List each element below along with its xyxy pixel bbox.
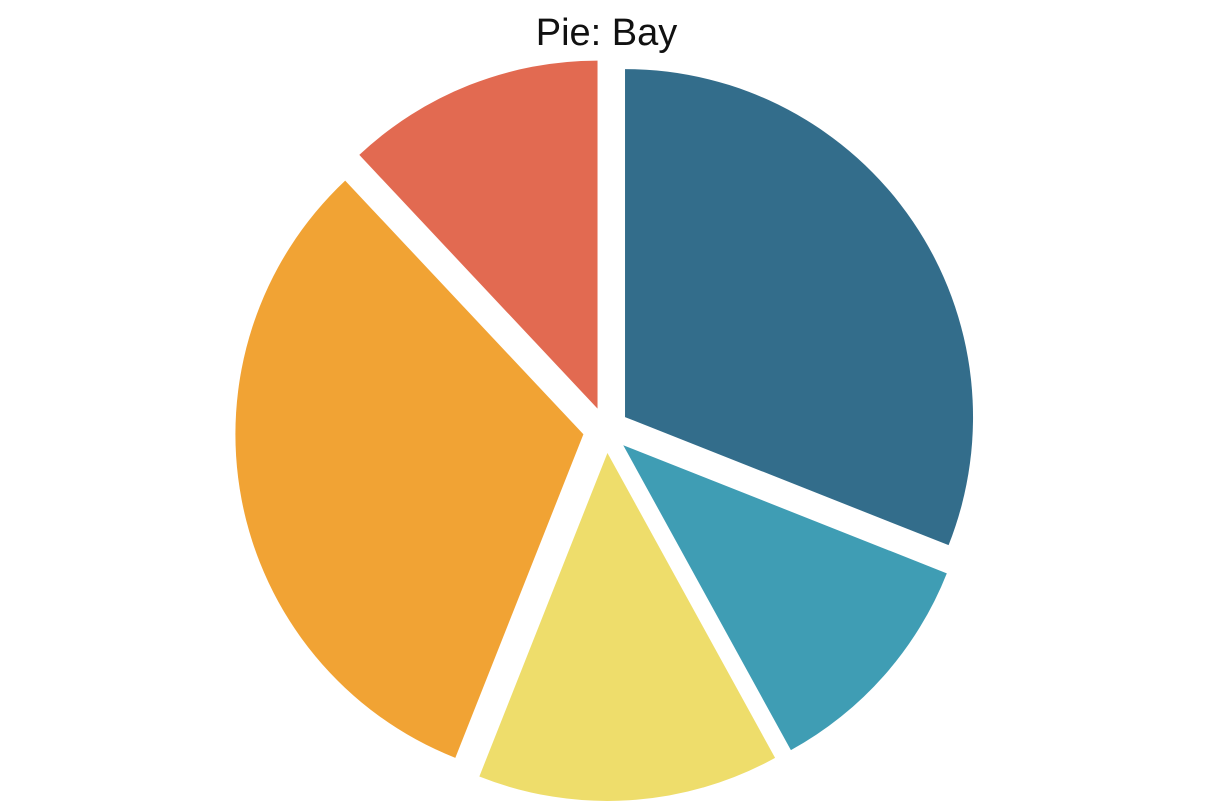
- chart-title: Pie: Bay: [535, 12, 678, 54]
- pie-slice-5: [359, 60, 598, 409]
- pie-slice-3: [479, 452, 776, 801]
- pie-slice-4: [235, 180, 584, 758]
- pie-slice-1: [625, 69, 974, 546]
- pie-slice-2: [623, 445, 947, 751]
